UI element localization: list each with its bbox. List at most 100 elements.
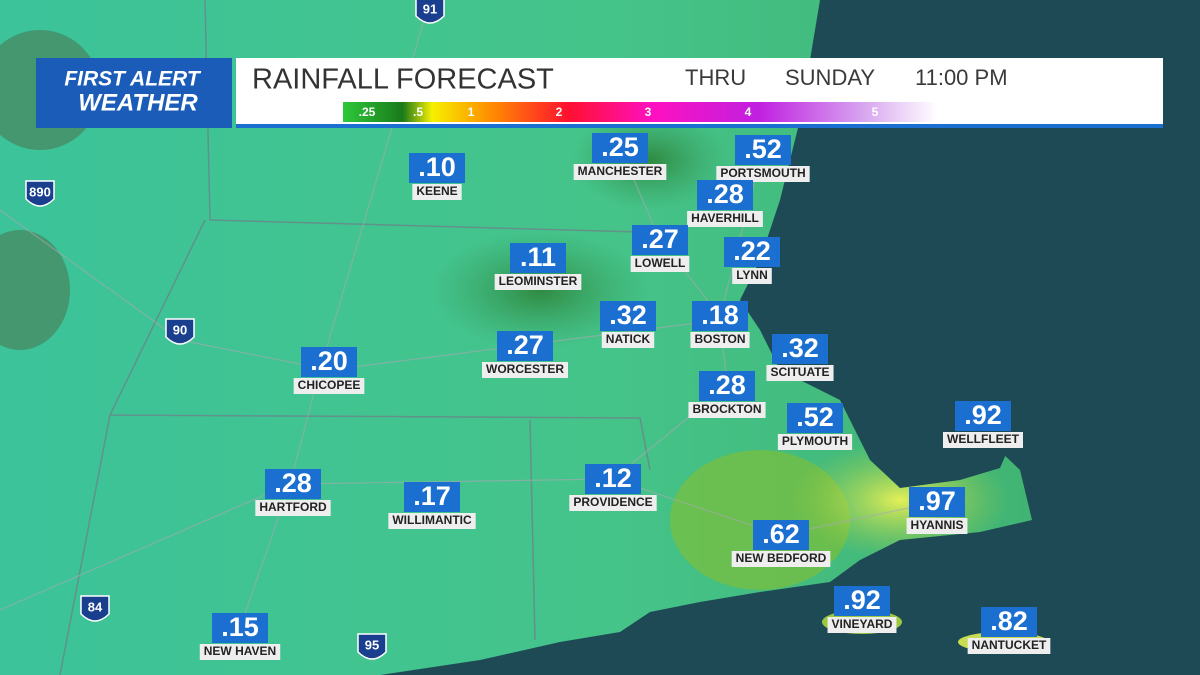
name-box: [255, 500, 331, 516]
value-box: [787, 403, 843, 433]
value-box: [909, 487, 965, 517]
value-box: [981, 607, 1037, 637]
highway-number: 91: [423, 1, 437, 16]
city-value: .97: [918, 486, 956, 516]
name-box: [967, 638, 1051, 654]
name-box: [494, 274, 582, 290]
scale-label: 4: [745, 105, 752, 119]
city-value: .32: [781, 333, 819, 363]
city-name: LYNN: [736, 268, 768, 282]
name-box: [690, 332, 750, 348]
border: [59, 0, 651, 675]
value-box: [753, 520, 809, 550]
value-box: [585, 464, 641, 494]
value-box: [834, 586, 890, 616]
scale-label: 2: [556, 105, 563, 119]
thru: THRU: [685, 65, 746, 90]
city-name: WILLIMANTIC: [392, 513, 472, 527]
name-box: [732, 268, 772, 284]
city-name: NANTUCKET: [972, 638, 1047, 652]
name-box: [630, 256, 690, 272]
scale-label: .5: [413, 105, 423, 119]
name-box: [766, 365, 834, 381]
value-box: [404, 482, 460, 512]
city-value: .15: [221, 612, 259, 642]
name-box: [716, 166, 810, 182]
city-value: .28: [706, 179, 744, 209]
title: RAINFALL FORECAST: [252, 64, 554, 96]
highway-number: 84: [88, 599, 103, 614]
logo-box: [36, 58, 232, 128]
value-box: [724, 237, 780, 267]
city-name: PROVIDENCE: [573, 495, 652, 509]
city-name: WELLFLEET: [947, 432, 1020, 446]
city-value: .10: [418, 152, 456, 182]
time: 11:00 PM: [915, 65, 1008, 90]
day: SUNDAY: [785, 65, 875, 90]
name-box: [412, 184, 462, 200]
header-rule: [236, 124, 1163, 128]
city-name: BROCKTON: [692, 402, 761, 416]
value-box: [697, 180, 753, 210]
name-box: [569, 495, 657, 511]
name-box: [731, 551, 831, 567]
city-value: .52: [796, 402, 834, 432]
value-box: [955, 401, 1011, 431]
city-value: .27: [641, 224, 679, 254]
highway-shield: [25, 180, 55, 207]
name-box: [827, 617, 897, 633]
highway-shield: [357, 633, 387, 660]
name-box: [482, 362, 568, 378]
city-name: CHICOPEE: [298, 378, 361, 392]
city-name: WORCESTER: [486, 362, 564, 376]
value-box: [301, 347, 357, 377]
city-name: HYANNIS: [911, 518, 964, 532]
value-box: [510, 243, 566, 273]
city-name: SCITUATE: [770, 365, 829, 379]
city-value: .18: [701, 300, 739, 330]
city-name: PORTSMOUTH: [720, 166, 805, 180]
name-box: [573, 164, 667, 180]
name-box: [199, 644, 281, 660]
city-value: .52: [744, 134, 782, 164]
value-box: [772, 334, 828, 364]
scale-bar: [343, 102, 937, 122]
value-box: [692, 301, 748, 331]
name-box: [388, 513, 476, 529]
value-box: [212, 613, 268, 643]
city-value: .82: [990, 606, 1028, 636]
name-box: [687, 211, 763, 227]
city-value: .27: [506, 330, 544, 360]
city-name: PLYMOUTH: [782, 434, 848, 448]
name-box: [777, 434, 853, 450]
city-value: .20: [310, 346, 348, 376]
highway-shield: [80, 595, 110, 622]
city-name: LOWELL: [635, 256, 686, 270]
value-box: [592, 133, 648, 163]
name-box: [906, 518, 968, 534]
highway-number: 890: [29, 184, 51, 199]
city-name: HAVERHILL: [691, 211, 759, 225]
name-box: [943, 432, 1023, 448]
city-value: .28: [274, 468, 312, 498]
city-name: NEW BEDFORD: [736, 551, 827, 565]
value-box: [497, 331, 553, 361]
city-name: KEENE: [416, 184, 457, 198]
city-value: .92: [843, 585, 881, 615]
logo-bottom: WEATHER: [78, 89, 198, 116]
city-value: .17: [413, 481, 451, 511]
name-box: [293, 378, 365, 394]
value-box: [409, 153, 465, 183]
highway-number: 90: [173, 322, 187, 337]
value-box: [265, 469, 321, 499]
highway-shield: [165, 318, 195, 345]
city-value: .25: [601, 132, 639, 162]
city-value: .92: [964, 400, 1002, 430]
city-value: .62: [762, 519, 800, 549]
scale-label: 3: [645, 105, 652, 119]
name-box: [688, 402, 766, 418]
city-name: HARTFORD: [259, 500, 327, 514]
city-name: MANCHESTER: [578, 164, 663, 178]
name-box: [601, 332, 655, 348]
